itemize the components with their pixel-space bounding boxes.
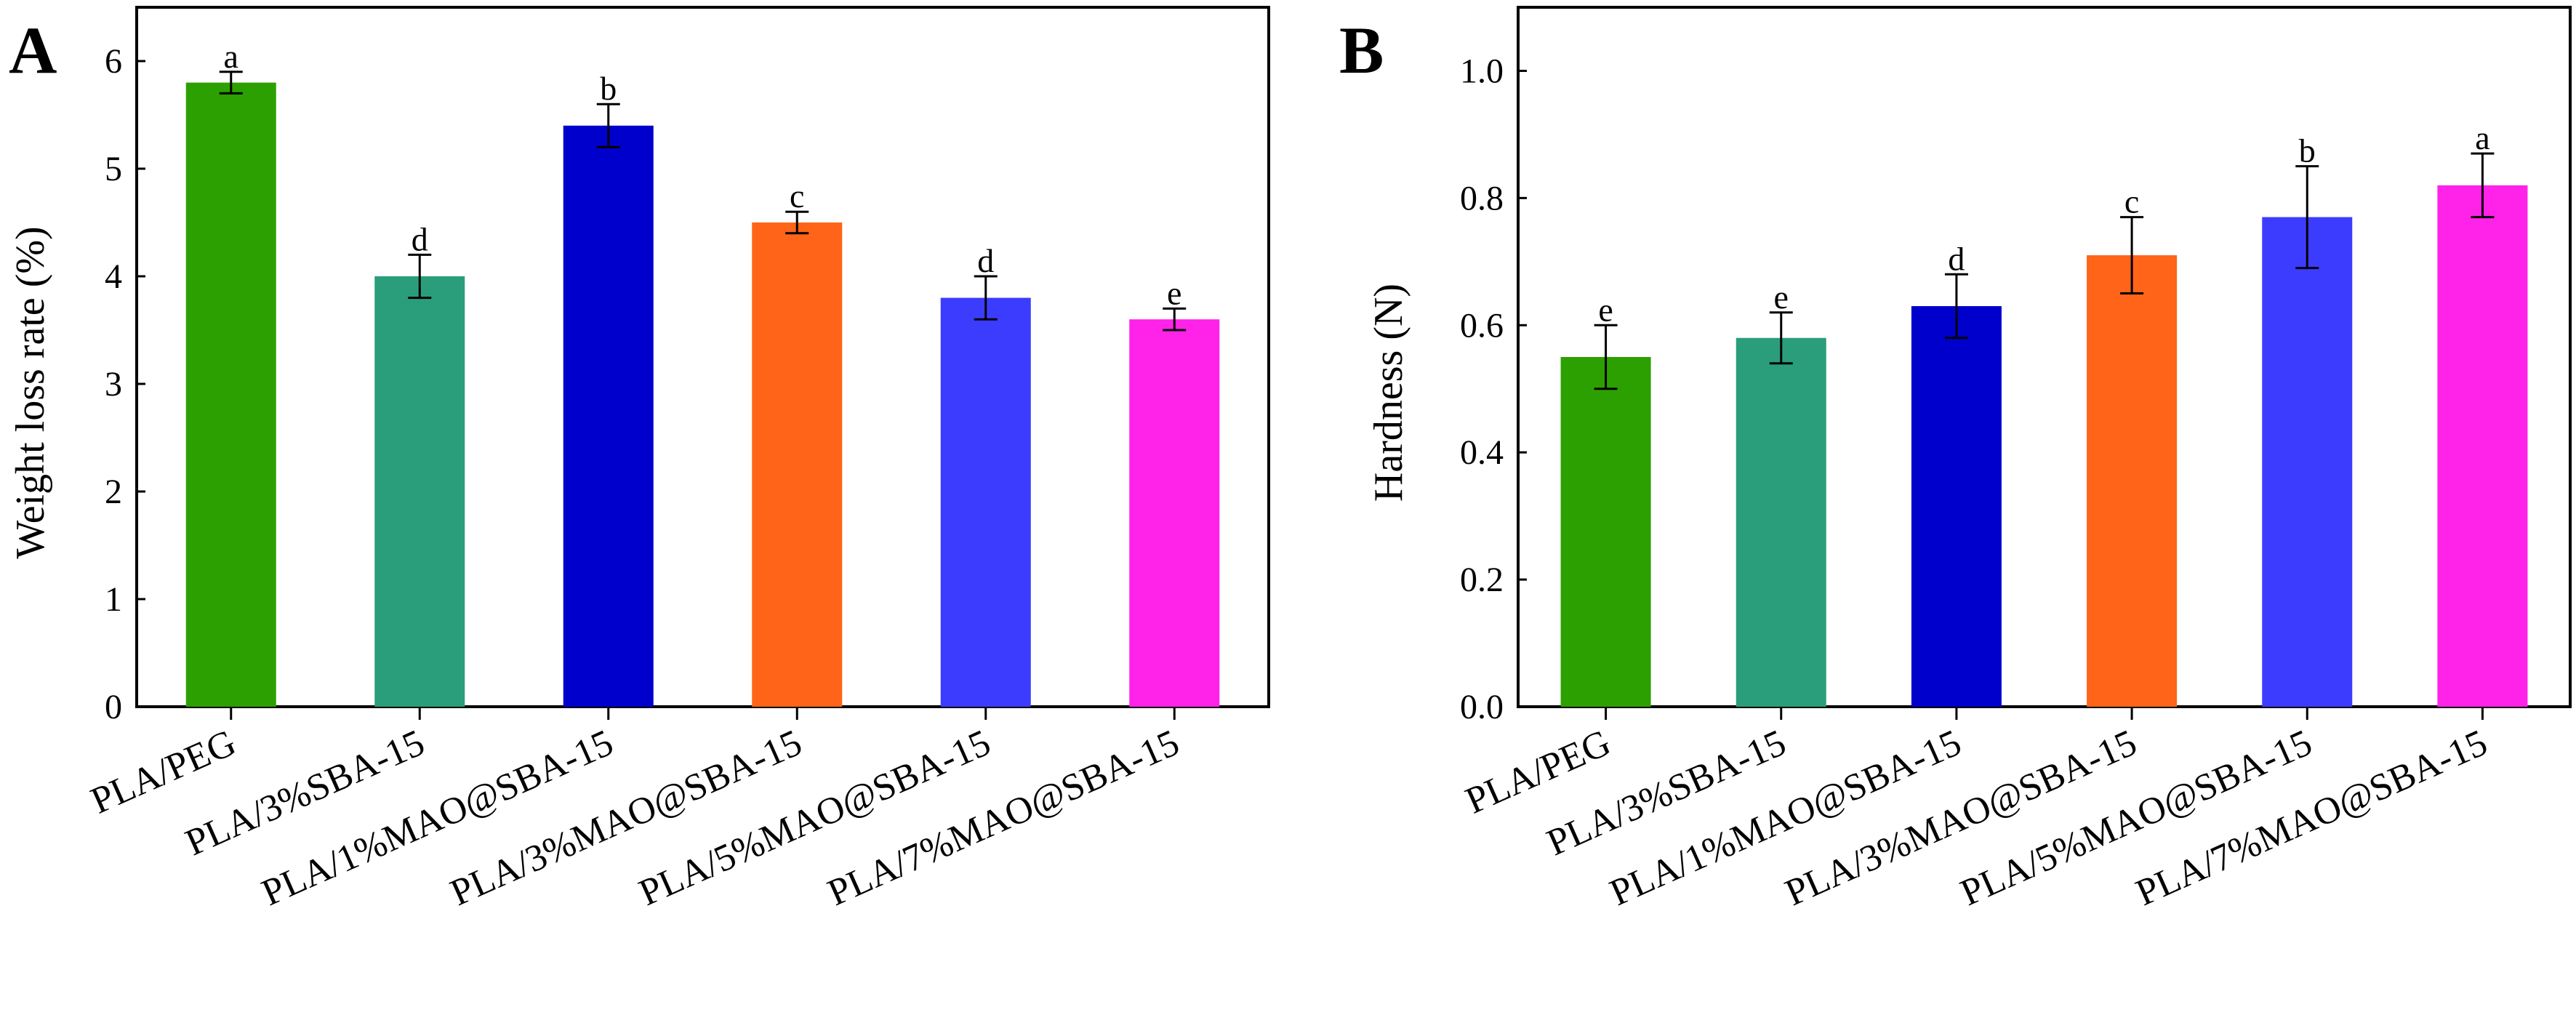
panel-a-category-label: PLA/PEG xyxy=(85,722,242,822)
panel-b-y-tick-label: 0.0 xyxy=(1460,688,1504,726)
panel-b-bar xyxy=(1560,357,1651,707)
panel-a-significance-letter: d xyxy=(977,242,994,279)
panel-a-category-label: PLA/3%MAO@SBA-15 xyxy=(444,722,808,914)
panel-b-significance-letter: e xyxy=(1774,278,1789,316)
panel-b-bar xyxy=(1736,337,1826,707)
panel-b-letter: B xyxy=(1339,13,1384,87)
panel-a-plot-frame xyxy=(135,6,1270,708)
panel-b-y-tick-label: 0.8 xyxy=(1460,179,1504,217)
panel-a-y-tick-label: 6 xyxy=(105,42,122,81)
panel-a-bar xyxy=(185,82,276,707)
panel-b-chart: B Hardness (N) 0.00.20.40.60.81.0ePLA/PE… xyxy=(1339,6,2572,914)
panel-a-significance-letter: d xyxy=(412,220,428,257)
panel-b-significance-letter: a xyxy=(2475,119,2489,156)
panel-b-plot-frame xyxy=(1517,6,2572,708)
panel-b-bar xyxy=(2437,185,2528,707)
panel-a-y-tick-label: 1 xyxy=(105,580,122,619)
panel-a-category-label: PLA/7%MAO@SBA-15 xyxy=(822,722,1185,914)
panel-b-significance-letter: b xyxy=(2299,132,2316,169)
panel-a-y-tick-label: 4 xyxy=(105,257,122,296)
panel-b-bar xyxy=(2262,217,2353,707)
panel-b-y-tick-label: 0.6 xyxy=(1460,306,1504,345)
panel-b-bar xyxy=(2087,255,2178,707)
panel-a-bar xyxy=(563,125,654,707)
panel-a-significance-letter: a xyxy=(224,38,238,75)
panel-b-significance-letter: e xyxy=(1598,291,1613,328)
panel-a-bar xyxy=(1129,319,1220,707)
panel-a-y-tick-label: 2 xyxy=(105,473,122,511)
panel-a-y-tick-label: 3 xyxy=(105,365,122,404)
panel-a-significance-letter: e xyxy=(1167,274,1181,311)
panel-a-category-label: PLA/5%MAO@SBA-15 xyxy=(633,722,997,914)
panel-b-y-axis-title: Hardness (N) xyxy=(1366,284,1411,502)
panel-a-y-tick-label: 0 xyxy=(105,688,122,726)
panel-a-significance-letter: b xyxy=(600,70,617,107)
panel-a-y-axis-title: Weight loss rate (%) xyxy=(8,226,53,558)
panel-a-y-tick-label: 5 xyxy=(105,150,122,188)
panel-a-category-label: PLA/1%MAO@SBA-15 xyxy=(256,722,619,914)
panel-a-bar xyxy=(940,297,1031,707)
panel-b-y-tick-label: 1.0 xyxy=(1460,52,1504,90)
panel-a-chart: A Weight loss rate (%) 0 1 2 3 4 5 6 a PLA/PEG d P… xyxy=(8,6,1270,914)
panel-a-letter: A xyxy=(9,13,57,87)
panel-b-y-tick-label: 0.2 xyxy=(1460,561,1504,599)
panel-a-significance-letter: c xyxy=(790,177,804,214)
panel-b-significance-letter: d xyxy=(1948,240,1965,277)
panel-a-bar xyxy=(374,276,465,707)
panel-b-y-tick-label: 0.4 xyxy=(1460,433,1504,472)
panel-b-bar xyxy=(1911,306,2002,707)
panel-b-significance-letter: c xyxy=(2124,183,2139,220)
panel-a-bar xyxy=(752,222,843,707)
